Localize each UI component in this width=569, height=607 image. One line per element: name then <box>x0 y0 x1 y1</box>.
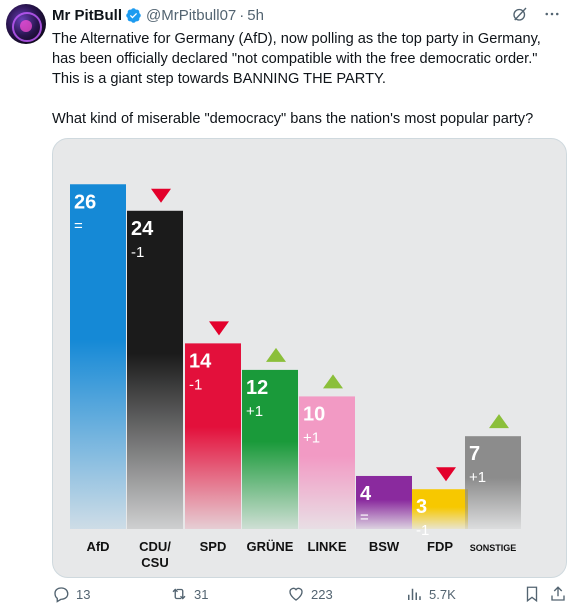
bookmark-icon <box>526 586 538 603</box>
bar-0 <box>70 184 126 529</box>
bookmark-button[interactable] <box>523 585 541 603</box>
bar-change-label: -1 <box>189 376 202 393</box>
bar-value-label: 10 <box>303 403 325 425</box>
bar-6 <box>412 489 468 529</box>
bar-value-label: 7 <box>469 443 480 465</box>
trend-arrow-up <box>489 414 509 429</box>
views-button[interactable]: 5.7K <box>405 585 456 603</box>
trend-arrow-up <box>323 374 343 389</box>
bar-5 <box>356 475 412 529</box>
post-time[interactable]: 5h <box>247 6 264 24</box>
reply-count: 13 <box>76 586 91 602</box>
repost-count: 31 <box>194 586 209 602</box>
action-bar: 13 31 223 5.7K <box>52 585 567 605</box>
reply-button[interactable]: 13 <box>52 585 90 603</box>
bar-change-label: = <box>74 217 83 234</box>
trend-arrow-down <box>436 467 456 482</box>
tweet-paragraph: The Alternative for Germany (AfD), now p… <box>52 31 545 87</box>
category-label: AfD <box>86 539 109 554</box>
display-name[interactable]: Mr PitBull <box>52 6 122 24</box>
bar-change-label: -1 <box>416 522 429 539</box>
bar-value-label: 24 <box>131 218 154 240</box>
poll-bar-chart: 26 = AfD 24 -1 CDU/CSU 14 -1 SPD 12 +1 GRÜNE 10 +1 LIN… <box>70 184 521 570</box>
author-handle[interactable]: @MrPitbull07 <box>146 6 237 24</box>
bar-change-label: -1 <box>131 244 144 261</box>
avatar[interactable] <box>6 4 46 44</box>
bar-1 <box>127 210 183 529</box>
bar-value-label: 14 <box>189 350 212 372</box>
views-icon <box>408 588 421 600</box>
category-label: LINKE <box>308 539 347 554</box>
category-label: GRÜNE <box>247 539 294 554</box>
repost-button[interactable]: 31 <box>170 585 208 603</box>
views-count: 5.7K <box>429 586 456 602</box>
more-options-icon[interactable] <box>543 5 561 23</box>
trend-arrow-down <box>151 188 171 203</box>
bar-value-label: 12 <box>246 377 268 399</box>
heart-icon <box>289 587 303 601</box>
category-label: SPD <box>200 539 227 554</box>
attached-image[interactable]: 26 = AfD 24 -1 CDU/CSU 14 -1 SPD 12 +1 GRÜNE 10 +1 LIN… <box>52 138 567 578</box>
reply-icon <box>54 587 69 603</box>
share-icon <box>551 586 565 601</box>
category-label: BSW <box>369 539 400 554</box>
bar-2 <box>185 343 241 529</box>
bar-change-label: +1 <box>303 429 320 446</box>
like-count: 223 <box>311 586 333 602</box>
tweet-header: Mr PitBull @MrPitbull07 · 5h <box>52 5 561 25</box>
category-label: FDP <box>427 539 453 554</box>
bar-value-label: 26 <box>74 191 96 213</box>
trend-arrow-up <box>266 347 286 362</box>
bar-4 <box>299 396 355 529</box>
verified-badge-icon[interactable] <box>125 7 142 24</box>
share-button[interactable] <box>549 585 567 603</box>
bar-change-label: +1 <box>246 403 263 420</box>
bar-change-label: +1 <box>469 469 486 486</box>
bar-7 <box>465 436 521 529</box>
trend-arrow-down <box>209 321 229 336</box>
bar-3 <box>242 369 298 529</box>
category-label: SONSTIGE <box>470 543 517 553</box>
bar-value-label: 4 <box>360 483 372 505</box>
bar-value-label: 3 <box>416 496 427 518</box>
separator-dot: · <box>239 6 245 24</box>
category-label: CDU/CSU <box>139 539 171 570</box>
repost-icon <box>172 588 186 600</box>
like-button[interactable]: 223 <box>287 585 333 603</box>
tweet-text: The Alternative for Germany (AfD), now p… <box>52 29 567 129</box>
tweet-paragraph: What kind of miserable "democracy" bans … <box>52 111 534 127</box>
bar-change-label: = <box>360 509 369 526</box>
grok-icon[interactable] <box>511 5 529 23</box>
